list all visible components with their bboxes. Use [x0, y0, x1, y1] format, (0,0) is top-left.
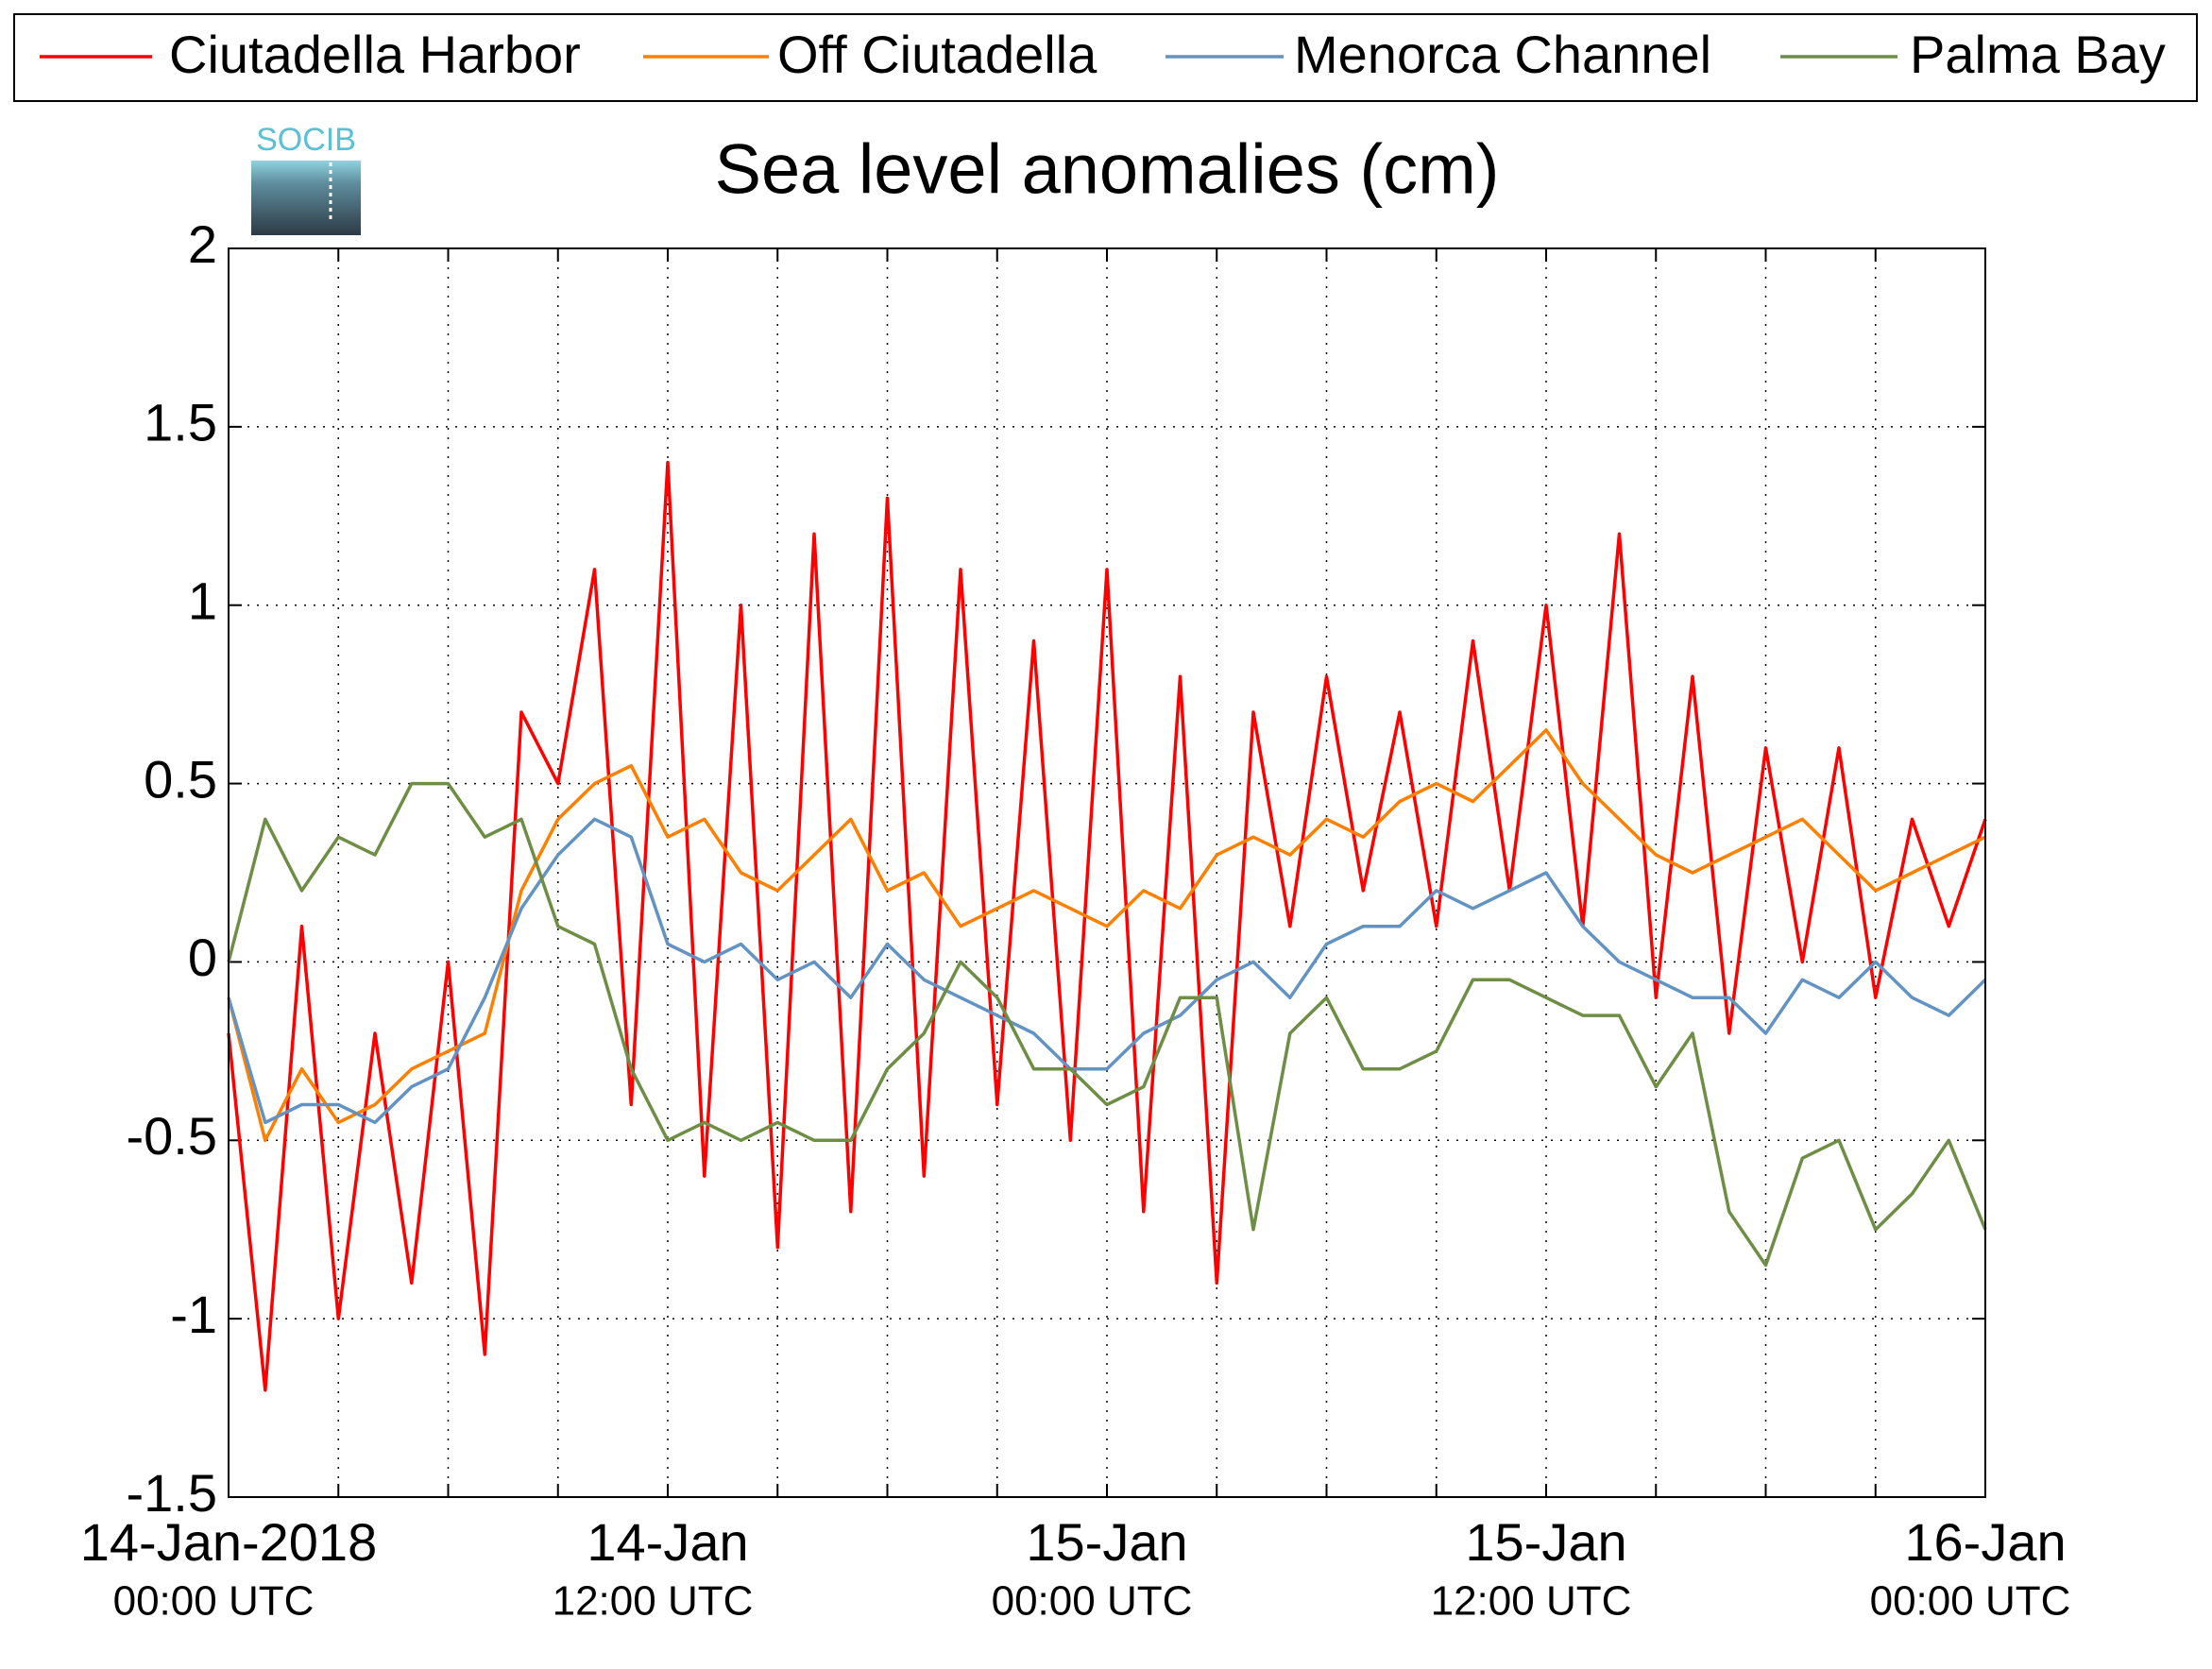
- y-tick-label: -1: [170, 1285, 217, 1344]
- legend-label: Off Ciutadella: [777, 25, 1097, 84]
- x-tick-label: 15-Jan: [1026, 1512, 1187, 1572]
- legend-label: Menorca Channel: [1294, 25, 1711, 84]
- plot-frame: [228, 247, 1986, 1498]
- y-tick-label: 1: [188, 571, 217, 631]
- y-tick-label: 2: [188, 214, 217, 274]
- series-line: [227, 728, 1986, 1143]
- logo-text: SOCIB: [256, 122, 356, 158]
- logo: SOCIB: [251, 122, 361, 235]
- series-line: [227, 460, 1987, 1392]
- x-tick-label: 15-Jan: [1465, 1512, 1626, 1572]
- x-tick-sublabel: 12:00 UTC: [553, 1578, 754, 1625]
- logo-image: [251, 161, 361, 235]
- series-line: [227, 817, 1987, 1125]
- y-tick-label: -0.5: [127, 1106, 218, 1166]
- series-line: [227, 781, 1987, 1268]
- x-tick-label: 14-Jan: [587, 1512, 748, 1572]
- y-tick-label: 1.5: [144, 393, 217, 452]
- legend-label: Palma Bay: [1910, 25, 2166, 84]
- x-tick-label: 14-Jan-2018: [80, 1512, 377, 1572]
- x-tick-sublabel: 00:00 UTC: [1870, 1578, 2071, 1625]
- y-tick-label: 0: [188, 928, 217, 987]
- y-tick-label: -1.5: [127, 1463, 218, 1523]
- y-tick-label: 0.5: [144, 749, 217, 809]
- legend-label: Ciutadella Harbor: [169, 25, 581, 84]
- x-tick-sublabel: 12:00 UTC: [1431, 1578, 1632, 1625]
- x-tick-sublabel: 00:00 UTC: [992, 1578, 1193, 1625]
- x-tick-label: 16-Jan: [1904, 1512, 2066, 1572]
- x-tick-sublabel: 00:00 UTC: [113, 1578, 315, 1625]
- chart-title: Sea level anomalies (cm): [715, 130, 1500, 209]
